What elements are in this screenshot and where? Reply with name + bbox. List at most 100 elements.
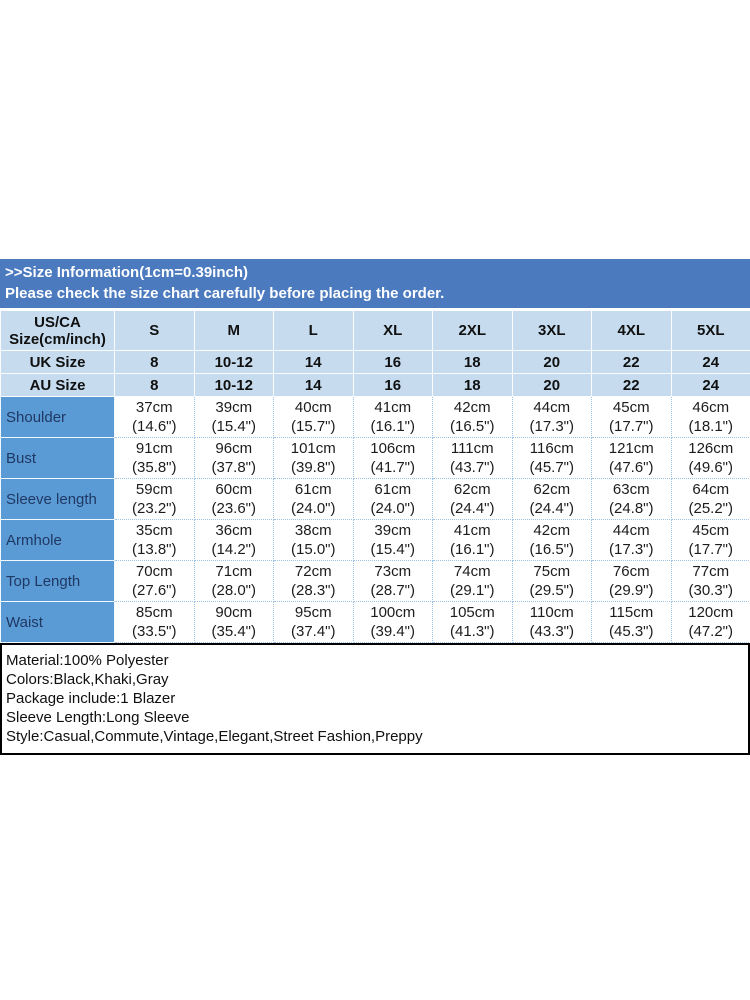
measurement-value: 75cm (29.5") [511, 560, 592, 602]
size-table: US/CA Size(cm/inch) S M L XL 2XL 3XL 4XL 5XL UK Si… [0, 310, 750, 643]
measurement-value: 45cm (17.7") [670, 519, 750, 561]
size-column-header: L [273, 310, 354, 351]
au-size-row-value: 22 [591, 373, 672, 397]
uk-size-row-value: 10-12 [193, 350, 274, 374]
size-column-header: 4XL [591, 310, 672, 351]
au-size-row-label: AU Size [0, 373, 115, 397]
size-column-header: 5XL [670, 310, 750, 351]
au-size-row-value: 18 [432, 373, 513, 397]
corner-header: US/CA Size(cm/inch) [0, 310, 115, 351]
banner-title: >>Size Information(1cm=0.39inch) [5, 264, 248, 281]
au-size-row-value: 24 [670, 373, 750, 397]
measurement-value: 74cm (29.1") [432, 560, 513, 602]
measurement-value: 111cm (43.7") [432, 437, 513, 479]
measurement-row: Top Length 70cm (27.6") 71cm (28.0") 72cm (28.… [0, 560, 750, 602]
measurement-label: Armhole [0, 519, 115, 561]
banner-subtitle: Please check the size chart carefully be… [5, 285, 445, 302]
au-size-row: AU Size 8 10-12 14 16 18 20 22 24 [0, 373, 750, 397]
measurement-value: 41cm (16.1") [352, 396, 433, 438]
uk-size-row-label: UK Size [0, 350, 115, 374]
measurement-value: 38cm (15.0") [273, 519, 354, 561]
size-column-header: M [193, 310, 274, 351]
measurement-value: 115cm (45.3") [591, 601, 672, 643]
measurement-value: 40cm (15.7") [273, 396, 354, 438]
measurement-value: 70cm (27.6") [114, 560, 195, 602]
measurement-value: 101cm (39.8") [273, 437, 354, 479]
size-header-row: US/CA Size(cm/inch) S M L XL 2XL 3XL 4XL 5XL [0, 310, 750, 351]
measurement-row: Sleeve length 59cm (23.2") 60cm (23.6") 61cm(… [0, 478, 750, 520]
measurement-value: 44cm (17.3") [511, 396, 592, 438]
au-size-row-value: 20 [511, 373, 592, 397]
info-line-style: Style:Casual,Commute,Vintage,Elegant,Str… [6, 728, 423, 745]
measurement-value: 85cm (33.5") [114, 601, 195, 643]
measurement-value: 116cm (45.7") [511, 437, 592, 479]
measurement-value: 91cm (35.8") [114, 437, 195, 479]
size-column-header: 2XL [432, 310, 513, 351]
uk-size-row-value: 14 [273, 350, 354, 374]
measurement-value: 46cm (18.1") [670, 396, 750, 438]
measurement-value: 62cm (24.4") [432, 478, 513, 520]
measurement-value: 42cm (16.5") [511, 519, 592, 561]
measurement-value: 61cm (24.0") [273, 478, 354, 520]
measurement-label: Waist [0, 601, 115, 643]
au-size-row-value: 10-12 [193, 373, 274, 397]
measurement-value: 105cm (41.3") [432, 601, 513, 643]
size-column-header: XL [352, 310, 433, 351]
uk-size-row-value: 22 [591, 350, 672, 374]
measurement-value: 39cm (15.4") [193, 396, 274, 438]
measurement-row: Bust 91cm (35.8") 96cm (37.8") 101cm (39.8") 10… [0, 437, 750, 479]
au-size-row-value: 16 [352, 373, 433, 397]
size-info-banner: >>Size Information(1cm=0.39inch) Please … [0, 259, 750, 310]
info-line-package: Package include:1 Blazer [6, 690, 176, 707]
uk-size-row-value: 8 [114, 350, 195, 374]
info-line-colors: Colors:Black,Khaki,Gray [6, 671, 169, 688]
uk-size-row-value: 16 [352, 350, 433, 374]
measurement-value: 44cm (17.3") [591, 519, 672, 561]
measurement-value: 64cm (25.2") [670, 478, 750, 520]
measurement-value: 61cm (24.0") [352, 478, 433, 520]
au-size-row-value: 14 [273, 373, 354, 397]
measurement-value: 36cm (14.2") [193, 519, 274, 561]
measurement-row: Armhole 35cm (13.8") 36cm (14.2") 38cm (15.0")… [0, 519, 750, 561]
measurement-value: 39cm (15.4") [352, 519, 433, 561]
measurement-value: 126cm (49.6") [670, 437, 750, 479]
measurement-value: 95cm (37.4") [273, 601, 354, 643]
measurement-value: 72cm (28.3") [273, 560, 354, 602]
measurement-value: 73cm (28.7") [352, 560, 433, 602]
measurement-value: 77cm (30.3") [670, 560, 750, 602]
measurement-value: 120cm (47.2") [670, 601, 750, 643]
measurement-value: 59cm (23.2") [114, 478, 195, 520]
measurement-label: Top Length [0, 560, 115, 602]
measurement-value: 45cm (17.7") [591, 396, 672, 438]
measurement-value: 41cm (16.1") [432, 519, 513, 561]
measurement-value: 60cm (23.6") [193, 478, 274, 520]
measurement-value: 121cm (47.6") [591, 437, 672, 479]
size-column-header: 3XL [511, 310, 592, 351]
measurement-label: Shoulder [0, 396, 115, 438]
size-chart-page: >>Size Information(1cm=0.39inch) Please … [0, 259, 750, 755]
measurement-value: 90cm (35.4") [193, 601, 274, 643]
au-size-row-value: 8 [114, 373, 195, 397]
measurement-value: 37cm (14.6") [114, 396, 195, 438]
info-line-sleeve: Sleeve Length:Long Sleeve [6, 709, 190, 726]
measurement-value: 110cm (43.3") [511, 601, 592, 643]
measurement-value: 35cm (13.8") [114, 519, 195, 561]
uk-size-row-value: 20 [511, 350, 592, 374]
measurement-label: Bust [0, 437, 115, 479]
measurement-value: 63cm (24.8") [591, 478, 672, 520]
measurement-label: Sleeve length [0, 478, 115, 520]
measurement-row: Waist 85cm (33.5") 90cm (35.4") 95cm (37.4") 10… [0, 601, 750, 643]
measurement-value: 71cm (28.0") [193, 560, 274, 602]
measurement-value: 76cm (29.9") [591, 560, 672, 602]
info-line-material: Material:100% Polyester [6, 652, 169, 669]
measurement-value: 106cm (41.7") [352, 437, 433, 479]
measurement-value: 100cm (39.4") [352, 601, 433, 643]
measurement-value: 42cm (16.5") [432, 396, 513, 438]
measurement-value: 62cm (24.4") [511, 478, 592, 520]
uk-size-row-value: 18 [432, 350, 513, 374]
product-info-box: Material:100% Polyester Colors:Black,Kha… [0, 643, 750, 755]
measurement-value: 96cm (37.8") [193, 437, 274, 479]
uk-size-row: UK Size 8 10-12 14 16 18 20 22 24 [0, 350, 750, 374]
measurement-row: Shoulder 37cm (14.6") 39cm (15.4") 40cm (15.7"… [0, 396, 750, 438]
size-column-header: S [114, 310, 195, 351]
